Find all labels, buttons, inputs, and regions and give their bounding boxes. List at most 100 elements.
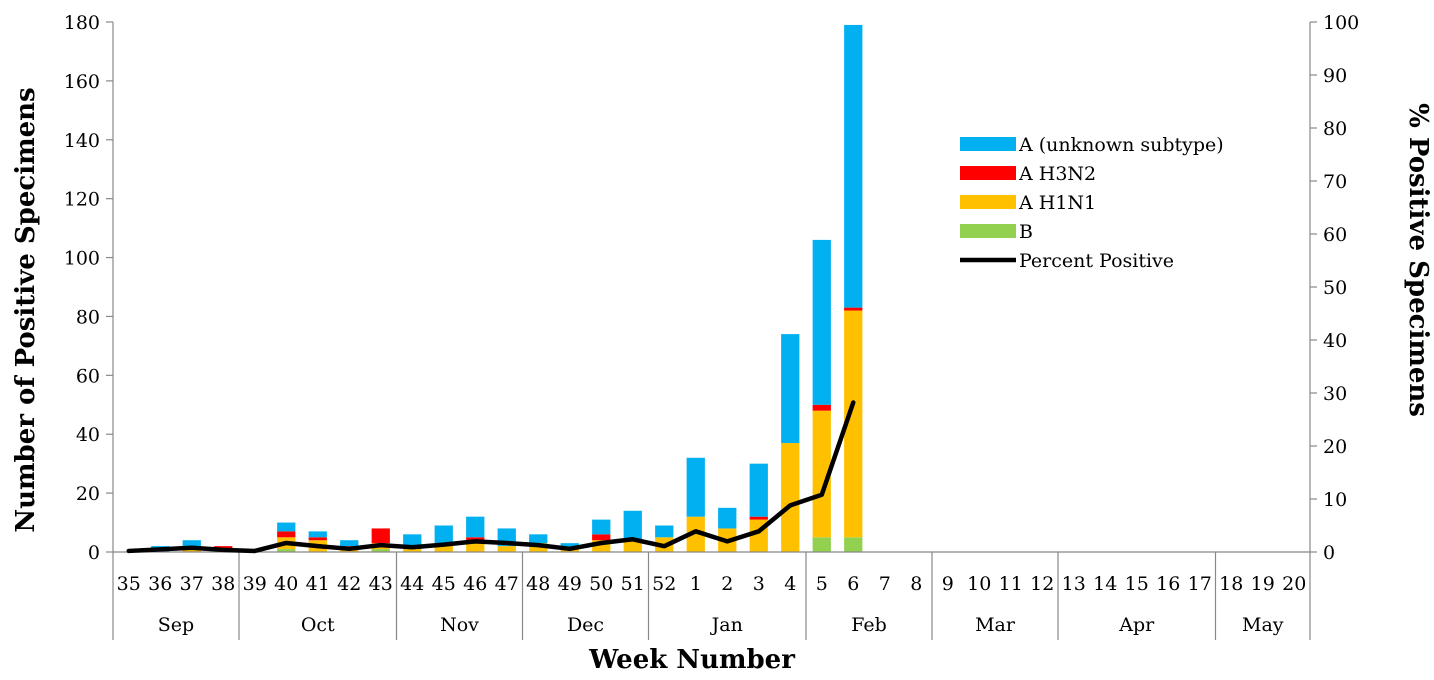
bar-a-h1n1-week-5	[812, 410, 831, 538]
x-tick-label-week: 17	[1188, 573, 1212, 595]
bar-b-week-40	[277, 549, 296, 552]
bar-a-unknown-subtype--week-51	[623, 510, 642, 541]
x-tick-label-week: 20	[1282, 573, 1306, 595]
bar-a-unknown-subtype--week-6	[844, 24, 863, 308]
x-tick-label-week: 44	[400, 573, 424, 595]
legend-label-a-h3n2: A H3N2	[1018, 163, 1096, 185]
x-tick-label-week: 42	[337, 573, 361, 595]
bar-a-h1n1-week-46	[466, 543, 485, 552]
x-tick-label-week: 13	[1062, 573, 1086, 595]
x-tick-label-week: 18	[1219, 573, 1243, 595]
x-tick-label-week: 48	[526, 573, 550, 595]
bar-b-week-6	[844, 537, 863, 552]
y2-tick-label: 20	[1323, 436, 1347, 458]
bar-a-h1n1-week-1	[686, 516, 705, 552]
y-tick-label: 0	[88, 542, 100, 564]
bar-a-unknown-subtype--week-1	[686, 457, 705, 517]
x-tick-label-week: 8	[910, 573, 922, 595]
bar-a-h3n2-week-43	[371, 528, 390, 544]
x-tick-label-week: 52	[652, 573, 676, 595]
line-layer	[126, 400, 856, 554]
bar-a-h3n2-week-40	[277, 531, 296, 538]
bar-b-week-43	[371, 549, 390, 552]
bar-a-h3n2-week-6	[844, 307, 863, 311]
x-tick-label-week: 7	[879, 573, 891, 595]
y-tick-label: 40	[76, 424, 100, 446]
x-tick-label-week: 49	[558, 573, 582, 595]
x-tick-label-week: 14	[1093, 573, 1117, 595]
y2-tick-label: 70	[1323, 171, 1347, 193]
x-tick-label-week: 37	[180, 573, 204, 595]
month-label: Feb	[851, 614, 887, 636]
y2-tick-label: 30	[1323, 383, 1347, 405]
y-tick-label: 100	[64, 248, 100, 270]
bar-a-h1n1-week-44	[403, 549, 422, 552]
bar-a-unknown-subtype--week-4	[781, 334, 800, 444]
legend-swatch-a-h3n2	[960, 166, 1016, 180]
x-tick-label-week: 36	[148, 573, 172, 595]
bars-layer	[151, 24, 863, 552]
bar-a-unknown-subtype--week-50	[592, 519, 611, 535]
y2-tick-label: 40	[1323, 330, 1347, 352]
y2-tick-label: 0	[1323, 542, 1335, 564]
bar-a-unknown-subtype--week-46	[466, 516, 485, 538]
bar-a-unknown-subtype--week-41	[308, 531, 327, 538]
x-tick-label-week: 5	[816, 573, 828, 595]
x-tick-label-week: 40	[274, 573, 298, 595]
bar-a-h1n1-week-47	[497, 546, 516, 552]
bar-a-unknown-subtype--week-37	[182, 540, 201, 547]
x-tick-label-week: 46	[463, 573, 487, 595]
y2-tick-label: 10	[1323, 489, 1347, 511]
y-tick-label: 60	[76, 365, 100, 387]
bar-a-h1n1-week-48	[529, 543, 548, 552]
bar-a-unknown-subtype--week-3	[749, 463, 768, 517]
bar-a-unknown-subtype--week-52	[655, 525, 674, 538]
x-tick-label-week: 10	[967, 573, 991, 595]
y2-tick-label: 60	[1323, 224, 1347, 246]
month-label: Mar	[975, 614, 1016, 636]
legend-swatch-b	[960, 224, 1016, 238]
y2-axis-title: % Positive Specimens	[1403, 103, 1433, 417]
bar-a-h1n1-week-4	[781, 443, 800, 552]
x-tick-label-week: 50	[589, 573, 613, 595]
x-tick-label-week: 19	[1251, 573, 1275, 595]
bar-a-h3n2-week-38	[214, 546, 233, 550]
legend-label-b: B	[1019, 221, 1033, 243]
month-label: Jan	[710, 614, 743, 636]
bar-a-h3n2-week-3	[749, 516, 768, 520]
legend-swatch-a-h1n1	[960, 195, 1016, 209]
bar-a-h3n2-week-50	[592, 534, 611, 541]
x-tick-label-week: 51	[621, 573, 645, 595]
x-tick-label-week: 11	[999, 573, 1023, 595]
axes-layer: 0204060801001201401601800102030405060708…	[64, 12, 1359, 640]
month-label: Apr	[1118, 614, 1155, 636]
y2-tick-label: 50	[1323, 277, 1347, 299]
bar-a-h1n1-week-51	[623, 540, 642, 552]
x-tick-label-week: 43	[369, 573, 393, 595]
bar-a-unknown-subtype--week-49	[560, 543, 579, 550]
bar-a-unknown-subtype--week-48	[529, 534, 548, 544]
month-label: May	[1242, 614, 1284, 636]
y2-tick-label: 80	[1323, 118, 1347, 140]
x-tick-label-week: 39	[243, 573, 267, 595]
x-tick-label-week: 35	[117, 573, 141, 595]
legend-label-a-h1n1: A H1N1	[1018, 192, 1096, 214]
x-tick-label-week: 38	[211, 573, 235, 595]
bar-a-h3n2-week-5	[812, 404, 831, 411]
x-tick-label-week: 1	[690, 573, 702, 595]
legend-label-a-unknown-subtype-: A (unknown subtype)	[1018, 134, 1224, 156]
x-tick-label-week: 45	[432, 573, 456, 595]
x-axis-title: Week Number	[588, 645, 795, 675]
y-tick-label: 20	[76, 483, 100, 505]
bar-a-h1n1-week-50	[592, 540, 611, 552]
x-tick-label-week: 4	[784, 573, 796, 595]
month-label: Dec	[567, 614, 604, 636]
month-label: Sep	[158, 614, 194, 636]
y-axis-title: Number of Positive Specimens	[11, 87, 41, 532]
y-tick-label: 80	[76, 306, 100, 328]
x-tick-label-week: 16	[1156, 573, 1180, 595]
bar-a-h1n1-week-45	[434, 546, 453, 552]
x-tick-label-week: 15	[1125, 573, 1149, 595]
y2-tick-label: 100	[1323, 12, 1359, 34]
